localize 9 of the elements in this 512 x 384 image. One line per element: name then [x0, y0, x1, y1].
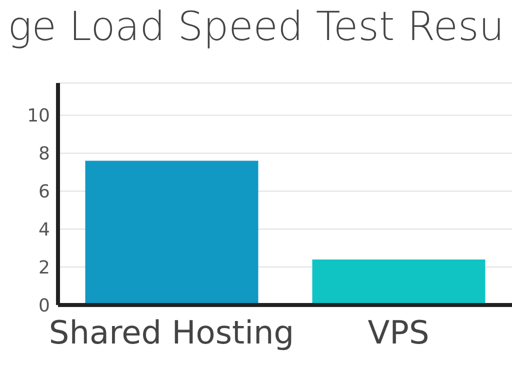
y-tick-label: 0 [38, 295, 50, 316]
chart-title: ge Load Speed Test Resu [6, 4, 506, 50]
y-tick-label: 4 [38, 219, 50, 240]
y-tick-label: 2 [38, 257, 50, 278]
x-tick-label: Shared Hosting [48, 314, 294, 352]
y-tick-label: 8 [38, 144, 50, 165]
y-tick-label: 6 [38, 182, 50, 203]
x-tick-label: VPS [368, 314, 430, 352]
y-tick-label: 10 [27, 106, 50, 127]
